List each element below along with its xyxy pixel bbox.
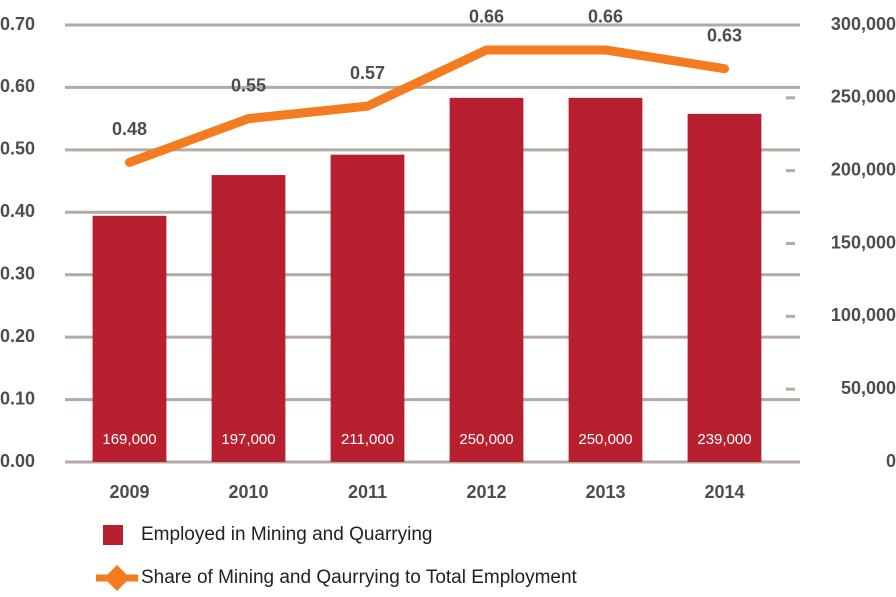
y-tick-label: 0.40 xyxy=(0,201,35,221)
y-tick-label: 0.00 xyxy=(0,451,35,471)
y2-tick-label: 100,000 xyxy=(831,305,896,325)
line-value-label: 0.48 xyxy=(112,119,147,139)
line xyxy=(125,45,729,167)
x-tick-label: 2011 xyxy=(348,482,387,502)
x-tick-label: 2010 xyxy=(228,482,268,502)
line-value-label: 0.66 xyxy=(588,7,623,27)
bar-value-label: 197,000 xyxy=(221,431,275,448)
bar-value-label: 211,000 xyxy=(341,431,394,448)
bar-value-label: 250,000 xyxy=(459,431,513,448)
y-tick-label: 0.20 xyxy=(0,326,35,346)
y-tick-label: 0.10 xyxy=(0,388,35,408)
bar-value-label: 239,000 xyxy=(697,431,751,448)
y2-tick-label: 250,000 xyxy=(831,87,896,107)
legend-swatch xyxy=(103,525,123,545)
bar xyxy=(211,175,286,462)
x-tick-label: 2009 xyxy=(109,482,149,502)
legend-diamond xyxy=(104,565,130,591)
y2-tick-label: 300,000 xyxy=(831,14,896,34)
x-tick-label: 2012 xyxy=(466,482,506,502)
y2-tick-label: 200,000 xyxy=(831,159,896,179)
y-tick-label: 0.70 xyxy=(0,14,35,34)
y-tick-label: 0.30 xyxy=(0,263,35,283)
legend-label: Employed in Mining and Quarrying xyxy=(141,524,433,545)
line-value-label: 0.57 xyxy=(350,63,385,83)
line-value-label: 0.63 xyxy=(707,25,742,45)
line-value-label: 0.66 xyxy=(469,7,504,27)
bar xyxy=(92,215,167,462)
bar xyxy=(449,97,524,462)
bar-value-label: 169,000 xyxy=(102,431,156,448)
x-tick-label: 2013 xyxy=(585,482,625,502)
y2-tick-label: 0 xyxy=(886,451,896,471)
line-value-label: 0.55 xyxy=(231,75,266,95)
y2-tick-label: 50,000 xyxy=(841,378,896,398)
legend-label: Share of Mining and Qaurrying to Total E… xyxy=(141,567,578,588)
y-tick-label: 0.50 xyxy=(0,139,35,159)
y2-tick-label: 150,000 xyxy=(831,232,896,252)
bar xyxy=(568,97,643,462)
bar xyxy=(330,154,405,463)
bar-value-label: 250,000 xyxy=(578,431,632,448)
bar xyxy=(687,113,762,463)
x-tick-label: 2014 xyxy=(704,482,744,502)
y-tick-label: 0.60 xyxy=(0,76,35,96)
